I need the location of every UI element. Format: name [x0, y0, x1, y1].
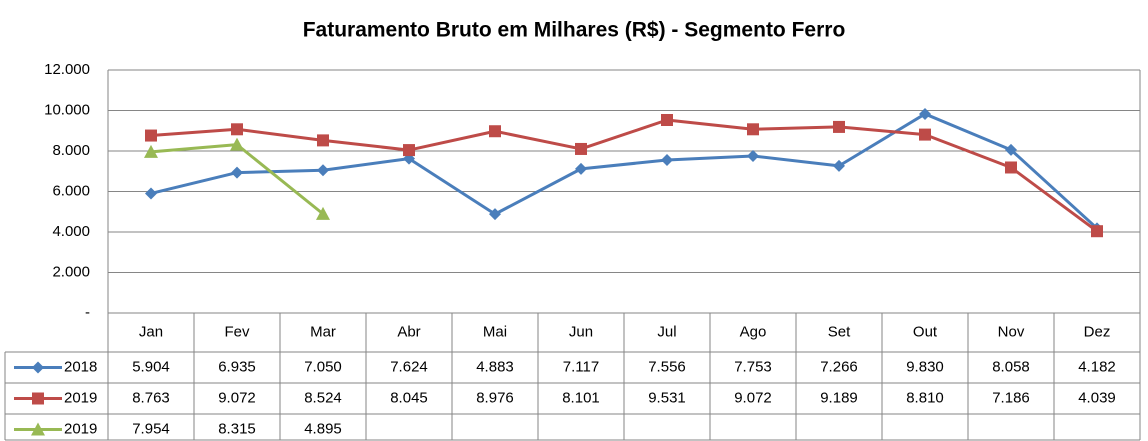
point-marker: [661, 153, 673, 166]
table-value: 8.976: [476, 389, 514, 406]
legend-marker: [32, 392, 44, 405]
x-tick-label: Ago: [740, 323, 767, 340]
table-value: 9.072: [218, 389, 256, 406]
y-tick-label: 4.000: [52, 223, 90, 240]
table-value: 7.624: [390, 358, 428, 375]
x-tick-label: Mai: [483, 323, 507, 340]
x-tick-label: Jul: [657, 323, 676, 340]
point-marker: [919, 128, 931, 141]
x-tick-label: Fev: [224, 323, 250, 340]
y-tick-label: 2.000: [52, 263, 90, 280]
table-value: 4.883: [476, 358, 514, 375]
table-value: 7.753: [734, 358, 772, 375]
table-value: 6.935: [218, 358, 256, 375]
table-value: 7.050: [304, 358, 342, 375]
point-marker: [919, 107, 931, 120]
x-tick-label: Abr: [397, 323, 420, 340]
x-tick-label: Jan: [139, 323, 163, 340]
point-marker: [747, 123, 759, 136]
table-value: 7.186: [992, 389, 1030, 406]
point-marker: [317, 164, 329, 177]
point-marker: [833, 120, 845, 133]
table-value: 7.117: [563, 358, 599, 375]
point-marker: [489, 208, 501, 221]
point-marker: [145, 129, 157, 142]
table-value: 8.810: [906, 389, 944, 406]
point-marker: [833, 159, 845, 172]
table-value: 8.058: [992, 358, 1030, 375]
point-marker: [316, 206, 330, 220]
legend-label: 2019: [64, 389, 97, 406]
table-value: 4.895: [304, 420, 342, 437]
y-tick-label: 12.000: [44, 61, 90, 78]
point-marker: [747, 150, 759, 163]
table-value: 9.072: [734, 389, 772, 406]
point-marker: [1091, 225, 1103, 238]
point-marker: [575, 162, 587, 175]
point-marker: [1005, 161, 1017, 174]
table-value: 5.904: [132, 358, 170, 375]
table-value: 7.266: [820, 358, 858, 375]
point-marker: [145, 187, 157, 200]
point-marker: [231, 123, 243, 136]
series-line: [150, 143, 324, 216]
x-tick-label: Dez: [1084, 323, 1111, 340]
table-value: 8.101: [562, 389, 600, 406]
series-line: [150, 118, 1098, 233]
table-value: 4.182: [1078, 358, 1116, 375]
x-tick-label: Jun: [569, 323, 593, 340]
point-marker: [1005, 143, 1017, 156]
point-marker: [144, 144, 158, 158]
y-tick-label: 6.000: [52, 182, 90, 199]
chart-title: Faturamento Bruto em Milhares (R$) - Seg…: [303, 19, 846, 42]
table-value: 8.045: [390, 389, 428, 406]
table-value: 9.189: [820, 389, 858, 406]
x-tick-label: Out: [913, 323, 938, 340]
legend-marker: [31, 422, 45, 436]
y-tick-label: -: [85, 304, 90, 321]
y-tick-label: 10.000: [44, 101, 90, 118]
x-tick-label: Nov: [998, 323, 1025, 340]
table-value: 8.315: [218, 420, 256, 437]
legend-marker: [32, 361, 44, 374]
x-tick-label: Mar: [310, 323, 336, 340]
series-line: [150, 112, 1099, 230]
table-value: 9.531: [648, 389, 686, 406]
x-tick-label: Set: [828, 323, 851, 340]
point-marker: [317, 134, 329, 147]
table-value: 8.524: [304, 389, 342, 406]
table-value: 7.556: [648, 358, 686, 375]
point-marker: [403, 144, 415, 157]
table-value: 8.763: [132, 389, 170, 406]
y-tick-label: 8.000: [52, 142, 90, 159]
point-marker: [661, 113, 673, 126]
point-marker: [230, 137, 244, 151]
legend-label: 2018: [64, 358, 97, 375]
point-marker: [231, 166, 243, 179]
legend-label: 2019: [64, 420, 97, 437]
table-value: 7.954: [132, 420, 170, 437]
table-value: 9.830: [906, 358, 944, 375]
table-value: 4.039: [1078, 389, 1116, 406]
point-marker: [575, 142, 587, 155]
point-marker: [489, 125, 501, 138]
